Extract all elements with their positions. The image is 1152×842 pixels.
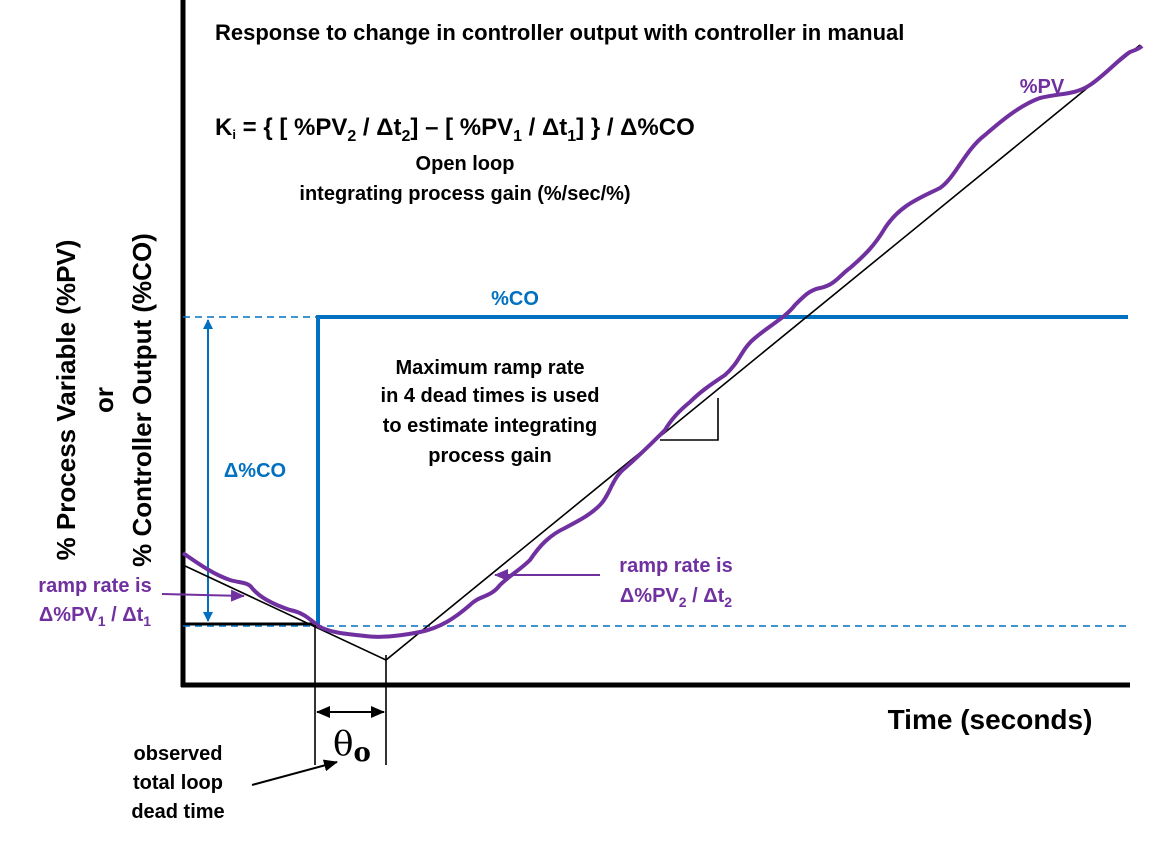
svg-text:Δ%PV1 / Δt1: Δ%PV1 / Δt1 bbox=[39, 604, 151, 629]
svg-text:% Process Variable (%PV): % Process Variable (%PV) bbox=[51, 240, 81, 561]
svg-text:total loop: total loop bbox=[133, 772, 223, 794]
ramp1-note: ramp rate is Δ%PV1 / Δt1 bbox=[38, 575, 151, 629]
svg-text:in 4 dead times is used: in 4 dead times is used bbox=[381, 385, 600, 407]
co-step-line bbox=[316, 315, 1128, 625]
svg-text:process gain: process gain bbox=[428, 445, 551, 467]
svg-text:ramp rate is: ramp rate is bbox=[38, 575, 151, 597]
max-ramp-note: Maximum ramp rate in 4 dead times is use… bbox=[381, 357, 600, 467]
co-label: %CO bbox=[491, 288, 539, 310]
svg-text:to estimate integrating: to estimate integrating bbox=[383, 415, 597, 437]
ramp2-note: ramp rate is Δ%PV2 / Δt2 bbox=[619, 555, 732, 610]
slope-triangle bbox=[660, 398, 719, 441]
svg-text:Maximum ramp rate: Maximum ramp rate bbox=[396, 357, 585, 379]
gain-formula: Ki = { [ %PV2 / Δt2] – [ %PV1 / Δt1] } /… bbox=[215, 114, 695, 145]
y-axis-label: % Process Variable (%PV) or % Controller… bbox=[51, 233, 157, 567]
x-axis-label: Time (seconds) bbox=[888, 704, 1093, 735]
formula-caption-2: integrating process gain (%/sec/%) bbox=[299, 183, 630, 205]
pv-curve bbox=[181, 44, 1144, 639]
ramp1-pointer-arrow bbox=[161, 589, 245, 602]
pv-label: %PV bbox=[1020, 76, 1065, 98]
svg-text:Δ%PV2 / Δt2: Δ%PV2 / Δt2 bbox=[620, 585, 732, 610]
svg-text:observed: observed bbox=[134, 743, 223, 765]
delta-co-label: Δ%CO bbox=[224, 460, 286, 482]
svg-text:% Controller Output (%CO): % Controller Output (%CO) bbox=[127, 233, 157, 567]
diagram-title: Response to change in controller output … bbox=[215, 20, 904, 45]
dead-time-symbol: θo bbox=[333, 724, 371, 768]
dead-time-pointer-arrow bbox=[251, 759, 338, 786]
svg-text:dead time: dead time bbox=[131, 801, 224, 823]
dead-time-note: observed total loop dead time bbox=[131, 743, 224, 823]
svg-text:or: or bbox=[89, 387, 119, 413]
svg-text:ramp rate is: ramp rate is bbox=[619, 555, 732, 577]
formula-caption-1: Open loop bbox=[416, 153, 515, 175]
